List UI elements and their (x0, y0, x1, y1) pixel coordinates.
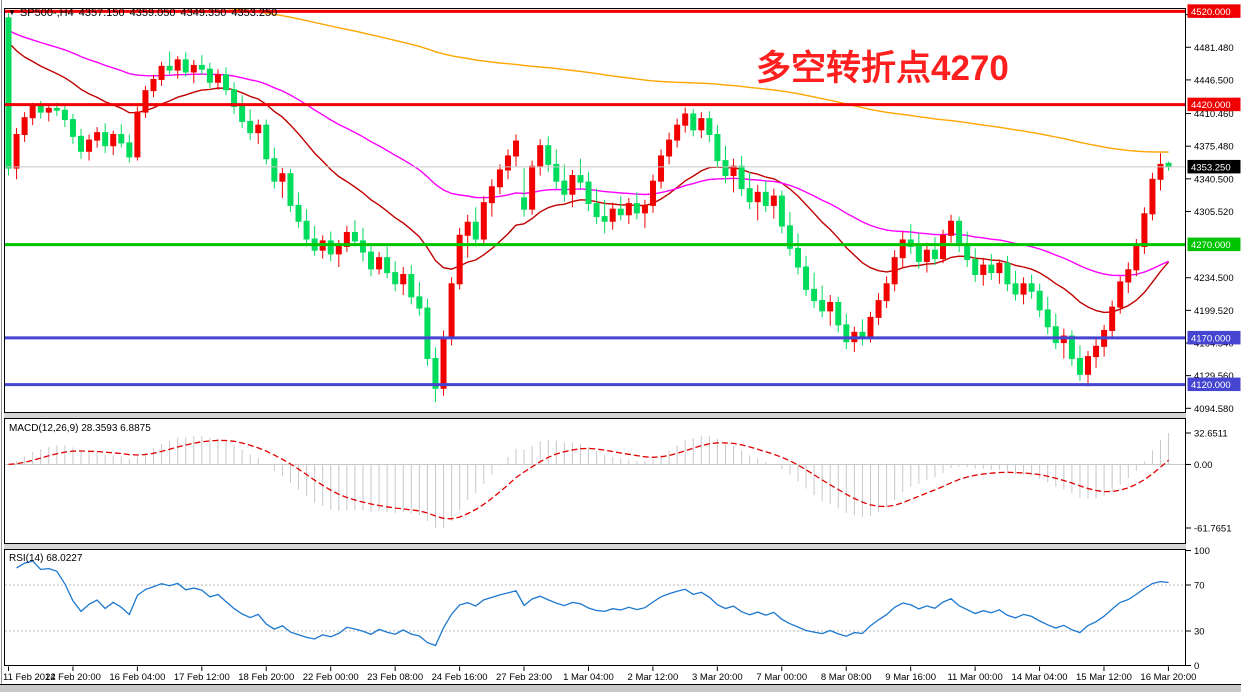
rsi-line (16, 560, 1169, 647)
svg-text:4129.560: 4129.560 (1194, 371, 1234, 382)
svg-text:4446.500: 4446.500 (1194, 75, 1234, 86)
svg-text:2 Mar 12:00: 2 Mar 12:00 (628, 672, 679, 683)
rsi-pane[interactable] (5, 560, 1185, 647)
svg-text:3 Mar 20:00: 3 Mar 20:00 (692, 672, 743, 683)
svg-text:4420.000: 4420.000 (1191, 100, 1231, 111)
svg-text:4305.520: 4305.520 (1194, 207, 1234, 218)
macd-pane[interactable] (5, 433, 1185, 528)
svg-text:4481.480: 4481.480 (1194, 43, 1234, 54)
svg-text:4375.480: 4375.480 (1194, 142, 1234, 153)
svg-text:4520.000: 4520.000 (1191, 7, 1231, 18)
svg-text:0.00: 0.00 (1194, 460, 1213, 471)
svg-text:4170.000: 4170.000 (1191, 333, 1231, 344)
svg-text:4410.460: 4410.460 (1194, 109, 1234, 120)
svg-text:23 Feb 08:00: 23 Feb 08:00 (367, 672, 423, 683)
svg-text:16 Feb 04:00: 16 Feb 04:00 (109, 672, 165, 683)
svg-text:14 Feb 20:00: 14 Feb 20:00 (45, 672, 101, 683)
svg-text:11 Feb 2022: 11 Feb 2022 (3, 672, 56, 683)
ma-slow-line (225, 9, 1169, 153)
svg-text:4120.000: 4120.000 (1191, 380, 1231, 391)
svg-text:30: 30 (1194, 627, 1205, 638)
svg-text:24 Feb 16:00: 24 Feb 16:00 (432, 672, 488, 683)
svg-text:1 Mar 04:00: 1 Mar 04:00 (563, 672, 614, 683)
svg-text:11 Mar 00:00: 11 Mar 00:00 (947, 672, 1002, 683)
svg-text:32.6511: 32.6511 (1194, 429, 1228, 440)
price-axis[interactable]: 4516.4604481.4804446.5004410.4604375.480… (1186, 4, 1241, 415)
svg-text:16 Mar 20:00: 16 Mar 20:00 (1140, 672, 1196, 683)
svg-text:15 Mar 12:00: 15 Mar 12:00 (1076, 672, 1132, 683)
svg-text:100: 100 (1194, 546, 1210, 557)
svg-text:22 Feb 00:00: 22 Feb 00:00 (303, 672, 359, 683)
svg-text:27 Feb 23:00: 27 Feb 23:00 (496, 672, 552, 683)
main-chart-pane[interactable] (5, 0, 1186, 403)
svg-text:4340.500: 4340.500 (1194, 174, 1234, 185)
macd-signal-line (8, 439, 1170, 520)
svg-text:4199.520: 4199.520 (1194, 306, 1234, 317)
svg-text:7 Mar 00:00: 7 Mar 00:00 (756, 672, 807, 683)
svg-text:9 Mar 16:00: 9 Mar 16:00 (885, 672, 936, 683)
svg-text:0: 0 (1194, 661, 1199, 672)
candles (5, 13, 1172, 403)
svg-text:4234.500: 4234.500 (1194, 273, 1234, 284)
svg-text:4353.250: 4353.250 (1191, 162, 1231, 173)
svg-text:70: 70 (1194, 581, 1205, 592)
svg-text:4094.580: 4094.580 (1194, 404, 1234, 415)
svg-text:-61.7651: -61.7651 (1194, 524, 1232, 535)
macd-axis[interactable]: 32.6511 0.00 -61.7651 (1186, 429, 1232, 535)
svg-text:18 Feb 20:00: 18 Feb 20:00 (238, 672, 294, 683)
svg-text:4270.000: 4270.000 (1191, 240, 1231, 251)
rsi-axis[interactable]: 100 70 30 0 (1186, 546, 1210, 672)
svg-text:17 Feb 12:00: 17 Feb 12:00 (174, 672, 230, 683)
svg-text:14 Mar 04:00: 14 Mar 04:00 (1012, 672, 1068, 683)
svg-text:8 Mar 08:00: 8 Mar 08:00 (821, 672, 872, 683)
